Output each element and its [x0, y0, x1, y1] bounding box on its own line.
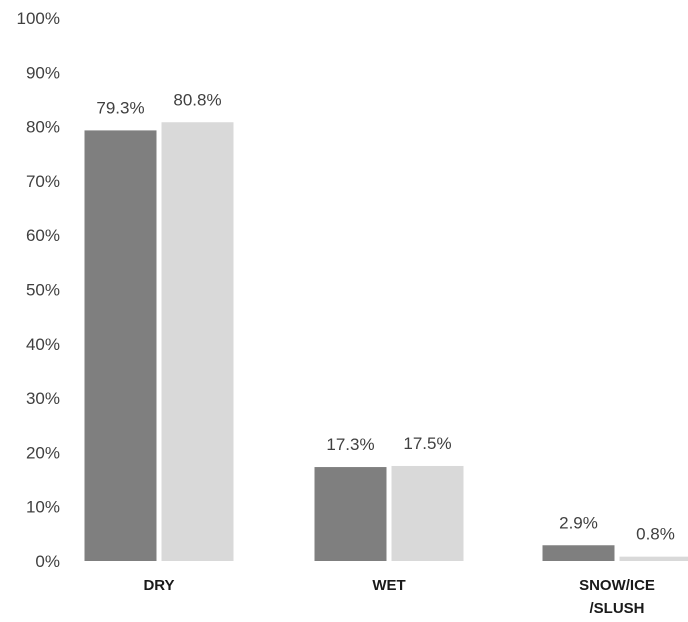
bar: [314, 467, 387, 561]
x-category-label: SNOW/ICE: [579, 577, 655, 594]
y-tick-label: 30%: [26, 389, 60, 408]
y-axis: 0% 10% 20% 30% 40% 50% 60% 70% 80% 90% 100%: [17, 9, 60, 571]
y-tick-label: 90%: [26, 63, 60, 82]
data-label: 80.8%: [173, 90, 221, 109]
bars: [84, 122, 688, 562]
y-tick-label: 100%: [17, 9, 60, 28]
data-label: 2.9%: [559, 513, 598, 532]
bar: [84, 130, 157, 561]
data-label: 17.3%: [326, 435, 374, 454]
x-axis: DRY WET SNOW/ICE/SLUSH: [143, 577, 654, 617]
bar: [619, 556, 688, 561]
y-tick-label: 10%: [26, 498, 60, 517]
y-tick-label: 0%: [35, 552, 60, 571]
data-label: 17.5%: [403, 434, 451, 453]
bar: [391, 465, 464, 561]
y-tick-label: 50%: [26, 281, 60, 300]
data-labels: 79.3% 17.3% 2.9% 80.8% 17.5% 0.8%: [96, 90, 674, 543]
y-tick-label: 80%: [26, 118, 60, 137]
bar: [161, 122, 234, 562]
y-tick-label: 40%: [26, 335, 60, 354]
y-tick-label: 20%: [26, 443, 60, 462]
x-category-label: WET: [372, 577, 405, 594]
bar: [542, 545, 615, 561]
data-label: 79.3%: [96, 98, 144, 117]
x-category-label: DRY: [143, 577, 174, 594]
x-category-label: /SLUSH: [589, 600, 644, 617]
data-label: 0.8%: [636, 525, 675, 544]
y-tick-label: 60%: [26, 226, 60, 245]
y-tick-label: 70%: [26, 172, 60, 191]
